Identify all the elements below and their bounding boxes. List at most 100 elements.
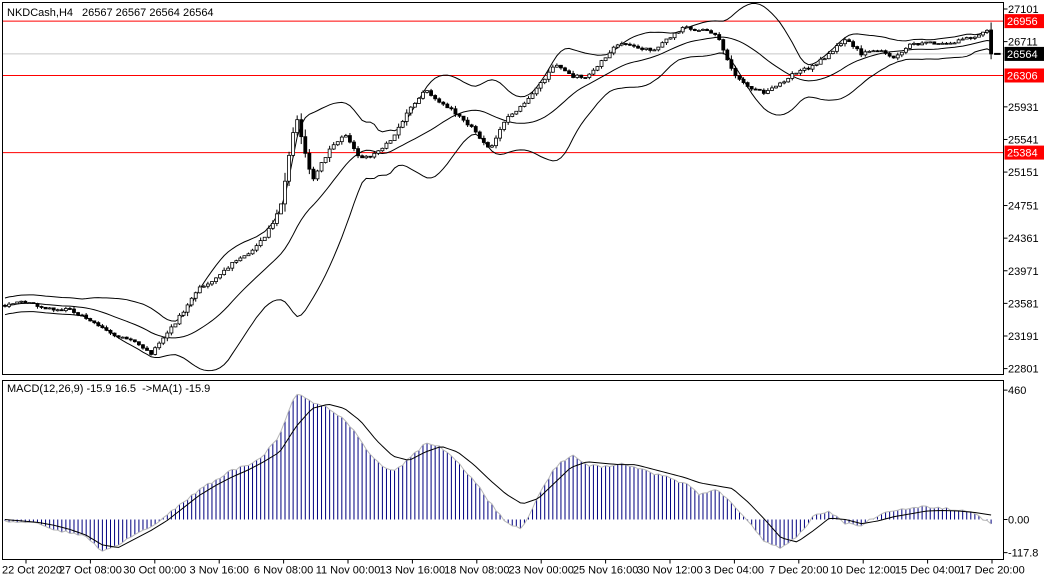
candle-body bbox=[120, 336, 125, 339]
candle-body bbox=[985, 29, 989, 33]
candle-body bbox=[412, 103, 417, 108]
price-badge bbox=[1004, 46, 1044, 61]
candle-body bbox=[968, 37, 973, 39]
candle-body bbox=[299, 119, 304, 138]
candle-body bbox=[717, 34, 722, 40]
price-tick-label: 27101 bbox=[1008, 4, 1039, 16]
candle-body bbox=[100, 325, 105, 329]
candle-body bbox=[445, 103, 450, 109]
macd-histogram bbox=[4, 394, 992, 552]
candle-body bbox=[932, 41, 937, 45]
time-axis[interactable] bbox=[0, 560, 1045, 583]
candle-body bbox=[790, 73, 795, 79]
candle-body bbox=[798, 69, 803, 74]
candle-body bbox=[498, 129, 502, 139]
candle-body bbox=[108, 329, 113, 334]
candle-body bbox=[128, 338, 133, 341]
candle-body bbox=[327, 148, 332, 158]
candle-body bbox=[469, 124, 474, 127]
candle-body bbox=[757, 88, 762, 91]
candle-body bbox=[35, 303, 40, 307]
macd-chart-area[interactable] bbox=[3, 381, 1004, 560]
candle-body bbox=[546, 71, 551, 80]
candle-body bbox=[490, 145, 494, 148]
symbol-period-label: NKDCash,H4 bbox=[7, 7, 74, 19]
candle-body bbox=[437, 98, 442, 103]
candle-body bbox=[542, 78, 547, 83]
candle-body bbox=[867, 50, 872, 53]
candle-body bbox=[883, 50, 888, 54]
candle-body bbox=[818, 58, 823, 65]
candle-body bbox=[11, 303, 16, 306]
candle-body bbox=[465, 119, 470, 126]
candle-body bbox=[697, 30, 701, 32]
candle-body bbox=[356, 148, 360, 157]
macd-tick-label: -117.8 bbox=[1008, 548, 1038, 560]
candle-body bbox=[615, 44, 620, 48]
candle-body bbox=[307, 152, 312, 170]
candle-body bbox=[834, 45, 839, 52]
candle-body bbox=[364, 155, 369, 159]
candle-body bbox=[628, 43, 632, 46]
candle-body bbox=[822, 58, 827, 61]
candle-body bbox=[895, 54, 900, 59]
candle-body bbox=[526, 98, 531, 104]
candle-body bbox=[19, 300, 24, 303]
candle-body bbox=[660, 42, 665, 48]
candle-body bbox=[619, 43, 624, 46]
candle-body bbox=[587, 73, 592, 78]
macd-tick-label: 460 bbox=[1008, 385, 1026, 397]
candle-body bbox=[721, 39, 726, 51]
candle-body bbox=[887, 53, 892, 57]
candle-body bbox=[161, 337, 166, 344]
candle-body bbox=[266, 227, 271, 238]
candle-body bbox=[786, 78, 791, 83]
candle-body bbox=[331, 144, 336, 150]
candle-body bbox=[279, 203, 283, 215]
candle-body bbox=[709, 30, 713, 34]
candle-body bbox=[481, 137, 486, 143]
candle-body bbox=[396, 126, 401, 136]
candles-layer bbox=[3, 22, 993, 356]
macd-indicator-label: MACD(12,26,9) -15.9 16.5 ->MA(1) -15.9 bbox=[7, 383, 211, 395]
candle-body bbox=[311, 168, 316, 180]
candle-body bbox=[903, 47, 908, 53]
candle-body bbox=[189, 297, 194, 306]
price-axis[interactable] bbox=[1004, 0, 1045, 559]
candle-body bbox=[112, 332, 117, 337]
candle-body bbox=[851, 41, 856, 47]
candle-body bbox=[335, 141, 340, 146]
candle-body bbox=[404, 112, 409, 122]
candle-body bbox=[623, 43, 628, 45]
candle-body bbox=[908, 43, 912, 49]
candle-body bbox=[234, 260, 239, 263]
candle-body bbox=[214, 277, 218, 282]
price-badge-label: 25384 bbox=[1007, 148, 1038, 160]
candle-body bbox=[323, 157, 328, 163]
candle-body bbox=[595, 66, 600, 71]
candle-body bbox=[741, 78, 746, 84]
candle-body bbox=[210, 281, 214, 285]
price-chart-area[interactable] bbox=[3, 3, 1004, 375]
candle-body bbox=[47, 307, 52, 310]
candle-body bbox=[319, 162, 324, 172]
candle-body bbox=[80, 314, 85, 317]
candle-body bbox=[157, 342, 162, 349]
candle-body bbox=[68, 308, 72, 310]
candle-body bbox=[964, 37, 969, 40]
time-tick-label: 7 Dec 20:00 bbox=[769, 565, 828, 577]
candle-body bbox=[550, 66, 555, 73]
macd-tick-label: 0.00 bbox=[1008, 515, 1029, 527]
candle-body bbox=[246, 253, 251, 257]
candle-body bbox=[88, 318, 93, 322]
candle-body bbox=[177, 314, 182, 325]
candle-body bbox=[242, 255, 247, 259]
time-tick-label: 22 Oct 2020 bbox=[2, 565, 62, 577]
candle-body bbox=[43, 306, 48, 310]
price-tick-label: 25151 bbox=[1008, 167, 1039, 179]
candle-body bbox=[494, 137, 498, 147]
candle-body bbox=[839, 43, 843, 47]
candle-body bbox=[453, 108, 458, 115]
candle-body bbox=[830, 50, 835, 55]
